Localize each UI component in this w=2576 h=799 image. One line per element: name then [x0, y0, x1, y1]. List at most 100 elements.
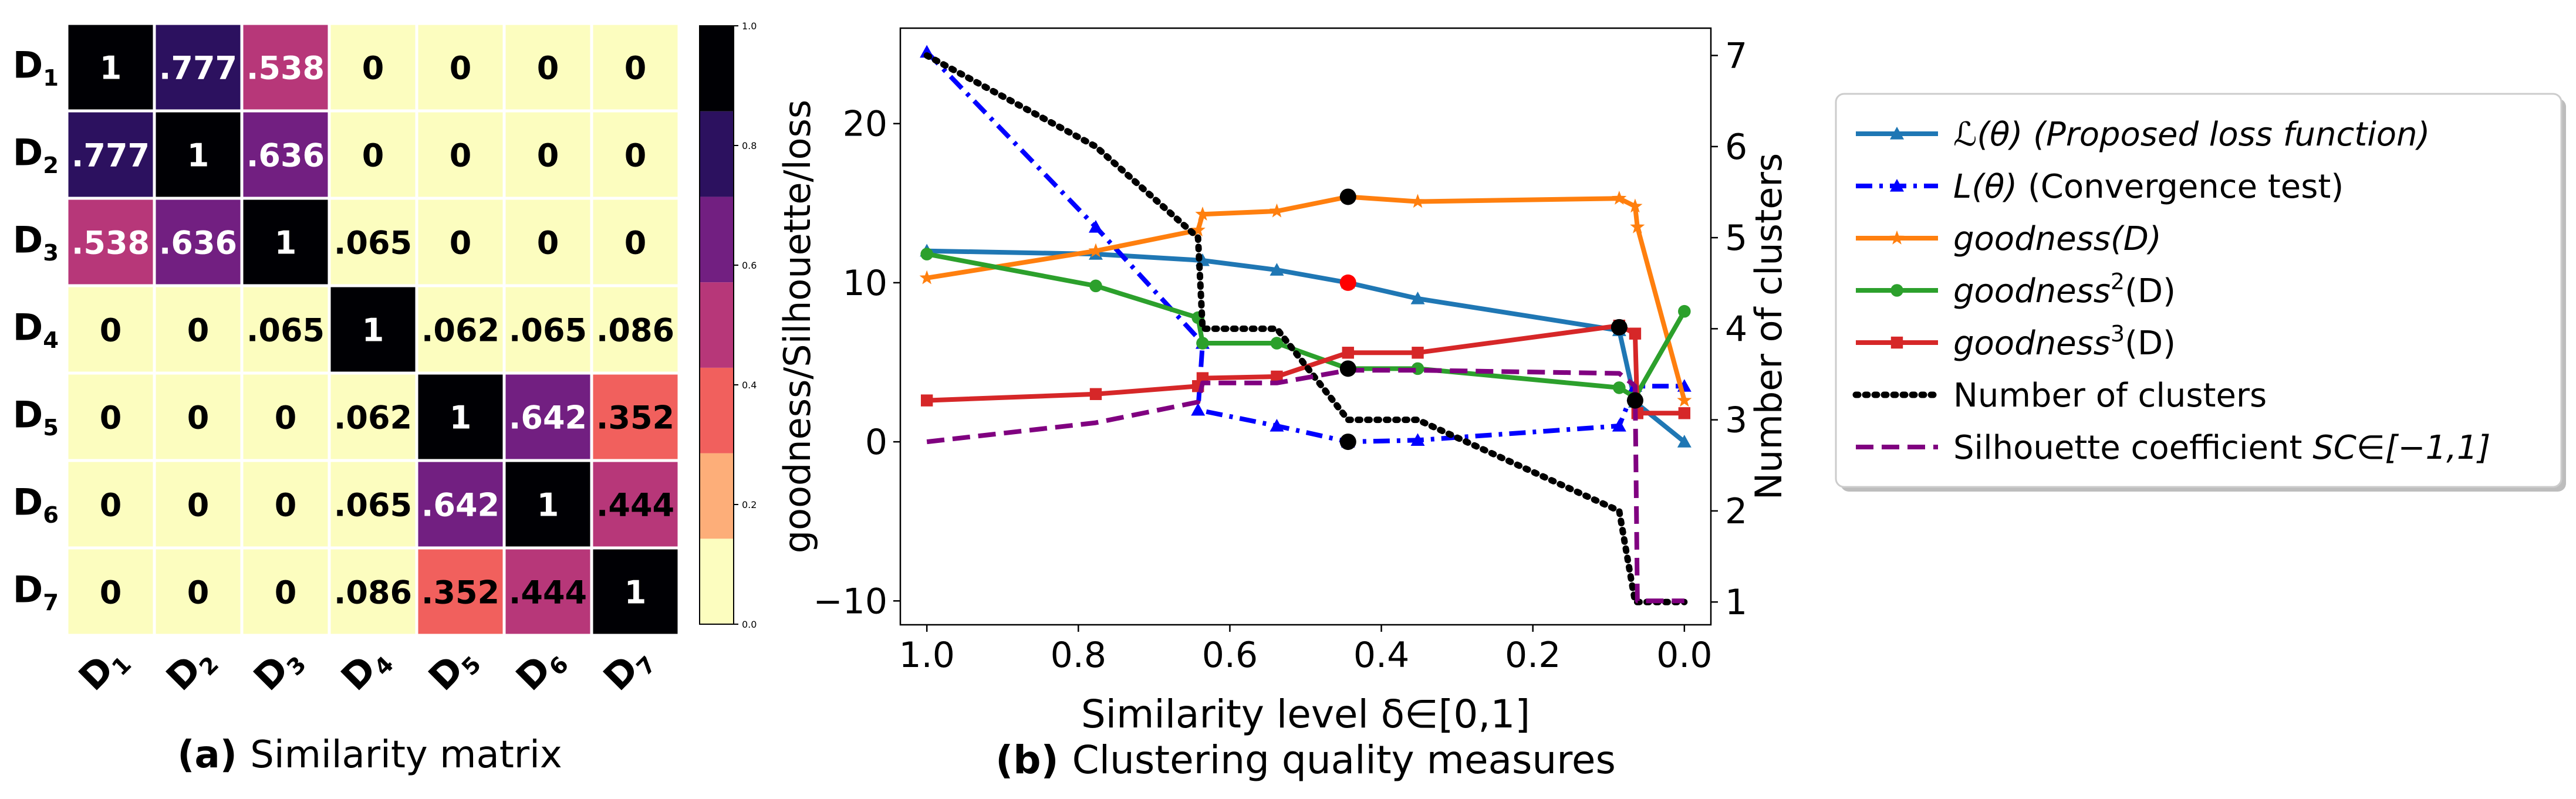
line-marker	[920, 394, 933, 407]
colorbar-segment	[700, 282, 734, 368]
legend: ℒ(θ) (Proposed loss function) L(θ) (Conve…	[1835, 93, 2566, 492]
line-marker	[1271, 370, 1283, 383]
heatmap-col-label: D6	[508, 636, 574, 702]
heatmap-cell-label: 1	[187, 137, 210, 174]
line-marker	[919, 270, 934, 285]
legend-label: L(θ) (Convergence test)	[1953, 168, 2344, 206]
heatmap-row-label: D4	[13, 306, 59, 354]
y-right-tick-label: 3	[1725, 400, 1747, 441]
heatmap-cell-label: .636	[247, 137, 325, 174]
heatmap-cell-label: .636	[159, 225, 237, 262]
colorbar-segment	[700, 539, 734, 624]
colorbar-frame	[699, 25, 734, 625]
colorbar-tick-label: 1.0	[742, 21, 757, 32]
heatmap-cell-label: 0	[537, 137, 559, 174]
x-tick-label: 0.4	[1353, 635, 1409, 676]
heatmap-cell-label: 1	[362, 312, 384, 349]
heatmap-cell	[590, 546, 681, 637]
line-marker	[1889, 230, 1905, 245]
heatmap-cell-label: .777	[72, 137, 150, 174]
legend-label: goodness(D)	[1953, 220, 2162, 258]
line-marker	[1089, 388, 1102, 400]
line-marker	[1196, 337, 1209, 350]
line-marker	[1630, 219, 1645, 233]
y-right-tick-label: 7	[1725, 36, 1747, 77]
colorbar-tick-label: 0.6	[742, 260, 757, 271]
highlight-point	[1339, 188, 1356, 205]
colorbar-segment	[700, 111, 734, 197]
x-tick-label: 0.0	[1656, 635, 1712, 676]
heatmap-cell-label: .062	[334, 400, 412, 436]
heatmap-col-label: D2	[158, 636, 224, 702]
heatmap-cell	[590, 197, 681, 287]
legend-frame	[1835, 93, 2563, 488]
legend-label: Number of clusters	[1953, 377, 2267, 415]
line-marker	[1089, 279, 1102, 293]
line-marker	[1629, 327, 1642, 340]
line-marker	[1190, 222, 1206, 237]
line-marker	[1678, 407, 1691, 419]
heatmap-cell-label: 0	[537, 225, 559, 262]
highlight-point	[1339, 360, 1356, 377]
heatmap-cell-label: 0	[362, 50, 384, 87]
heatmap-cell-label: .352	[596, 400, 674, 436]
heatmap-cell-label: 0	[100, 487, 122, 524]
line-marker	[1270, 419, 1284, 432]
heatmap-cell-label: .086	[334, 574, 412, 611]
heatmap-cell	[415, 546, 506, 637]
line-marker	[1613, 381, 1626, 394]
colorbar-tick-label: 0.4	[742, 380, 757, 391]
heatmap-col-label: D7	[595, 636, 661, 702]
heatmap-cell-label: .086	[596, 312, 674, 349]
heatmap-cell	[65, 284, 156, 375]
heatmap-cell-label: 1	[100, 50, 122, 87]
heatmap-cell	[328, 546, 418, 637]
heatmap-cell-label: 0	[275, 574, 297, 611]
heatmap-cell-label: 0	[187, 487, 210, 524]
heatmap-cell-label: 0	[187, 574, 210, 611]
line-marker	[1269, 203, 1284, 218]
heatmap-cell	[65, 371, 156, 462]
heatmap-cell-label: 0	[450, 225, 472, 262]
series-line-goodness2	[926, 252, 1687, 400]
line-marker	[1270, 337, 1284, 350]
x-axis-label: Similarity level δ∈[0,1]	[1081, 692, 1530, 737]
legend-label: goodness3(D)	[1953, 321, 2176, 363]
heatmap-cell-label: .065	[334, 225, 412, 262]
heatmap-cell-label: 0	[624, 137, 647, 174]
highlight-point	[1626, 392, 1643, 409]
colorbar-segment	[700, 367, 734, 453]
series-line-convergence	[925, 50, 1684, 445]
line-marker	[1410, 292, 1425, 304]
x-tick-label: 0.8	[1051, 635, 1106, 676]
heatmap-cell-label: .642	[509, 400, 587, 436]
y-tick-label: 20	[843, 104, 887, 145]
heatmap-cell-label: .777	[159, 50, 237, 87]
heatmap-cell-label: 0	[100, 312, 122, 349]
line-marker	[1270, 263, 1284, 276]
heatmap-cell-label: 0	[100, 400, 122, 436]
heatmap-cell-label: .065	[247, 312, 325, 349]
heatmap-cell-label: 0	[187, 312, 210, 349]
y-right-tick-label: 6	[1725, 127, 1747, 168]
heatmap-cell-label: 0	[275, 400, 297, 436]
colorbar-segment	[700, 26, 734, 111]
colorbar: 0.0 0.2 0.4 0.6 0.8 1.0	[699, 21, 757, 630]
heatmap-row-label: D2	[13, 131, 59, 180]
line-marker	[1088, 220, 1103, 233]
line-marker	[1890, 284, 1903, 297]
line-marker	[1677, 435, 1692, 448]
x-tick-label: 0.6	[1202, 635, 1258, 676]
heatmap-row-label: D3	[13, 219, 59, 267]
heatmap-cell-label: 0	[275, 487, 297, 524]
heatmap-cell-label: 0	[362, 137, 384, 174]
heatmap-row-label: D1	[13, 44, 59, 92]
series-line-clusters	[923, 52, 1688, 605]
heatmap-cell-label: 0	[537, 50, 559, 87]
heatmap-cell	[65, 459, 156, 550]
heatmap-cell-label: 0	[187, 400, 210, 436]
y-right-tick-label: 2	[1725, 491, 1747, 532]
line-marker	[1678, 304, 1691, 318]
line-chart-panel: 1.0 0.8 0.6 0.4 0.2 0.0 −10 0 10 20 1 2 3 4 5 6 7 goodnes…	[776, 27, 1790, 783]
